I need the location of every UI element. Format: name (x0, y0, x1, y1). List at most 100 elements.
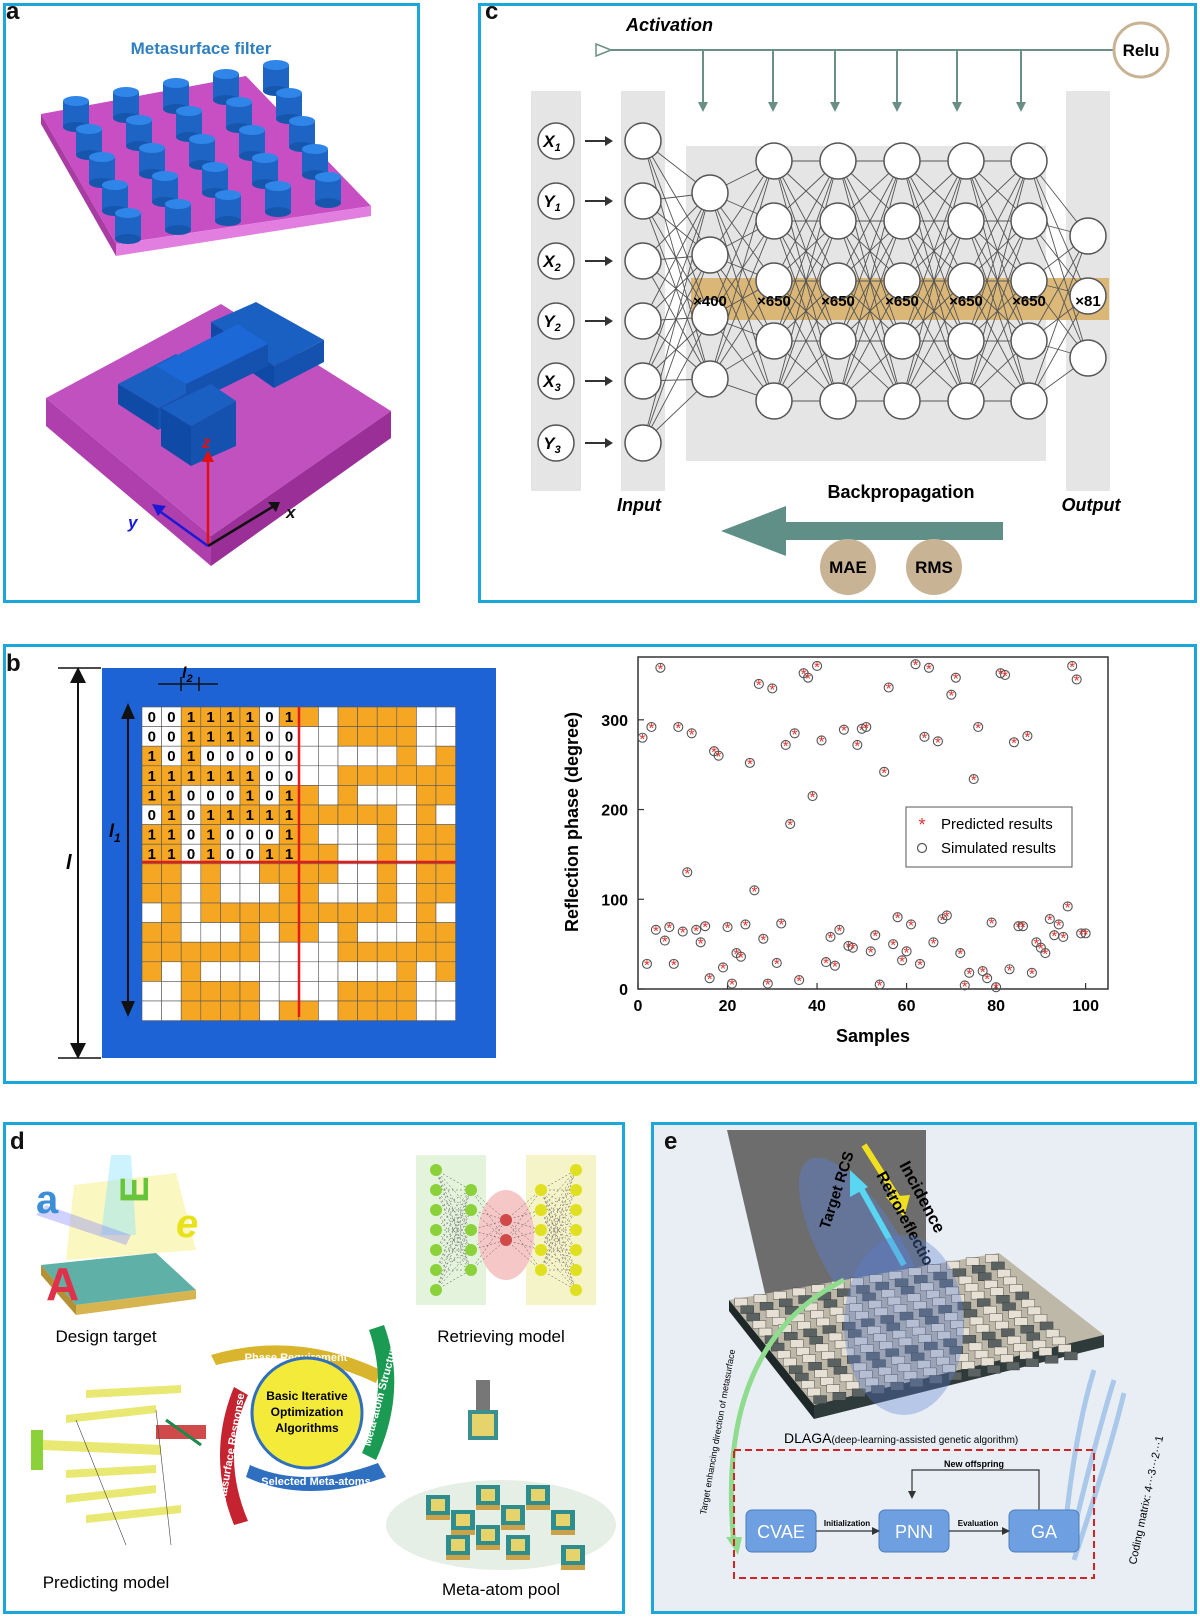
meta-atom-pool-tiles (426, 1485, 585, 1570)
y-axis-label: Reflection phase (degree) (562, 712, 582, 932)
coding-cell (298, 765, 319, 786)
dim-l1-arrow-bottom (121, 1001, 135, 1017)
coding-cell (416, 1000, 437, 1021)
network-edge (901, 160, 967, 402)
predicted-point: * (774, 956, 780, 973)
coding-cell (259, 981, 280, 1002)
meta-atom-tile (501, 1505, 525, 1530)
h-shape-pattern (118, 302, 324, 466)
coding-cell (318, 981, 339, 1002)
coding-cell (435, 824, 456, 845)
simulated-point (637, 732, 648, 743)
simulated-point (1013, 921, 1024, 932)
activation-arrows (698, 50, 1026, 112)
network-edge (642, 192, 711, 444)
unit-cell-front (46, 398, 211, 566)
input-variable-label: X2 (542, 252, 560, 274)
predicted-point: * (881, 765, 887, 782)
coding-cell (220, 922, 241, 943)
metasurface-tile (975, 1324, 990, 1333)
coding-cell (161, 902, 182, 923)
network-node (1069, 277, 1107, 315)
coding-cell (318, 922, 339, 943)
simulated-point (995, 668, 1006, 679)
coding-bit: 1 (265, 846, 273, 863)
predicted-point: * (805, 671, 811, 688)
coding-cell (220, 883, 241, 904)
coding-cell (220, 981, 241, 1002)
metasurface-tile (734, 1297, 748, 1307)
network-node (691, 298, 729, 336)
new-offspring-label: New offspring (944, 1459, 1004, 1469)
coding-bit: 0 (226, 748, 234, 765)
coding-bit: 0 (148, 729, 156, 746)
coding-cell (357, 745, 378, 767)
metasurface-tile (1003, 1276, 1017, 1286)
coding-cell (396, 883, 417, 904)
coding-bit: 1 (148, 846, 156, 863)
coding-bit: 1 (265, 807, 273, 824)
retrieve-net-edge (540, 1169, 577, 1271)
coding-cell (200, 883, 221, 904)
coding-bit: 1 (285, 827, 293, 844)
simulated-point (659, 935, 670, 946)
coding-bit: 1 (285, 846, 293, 863)
metasurface-tile (821, 1351, 836, 1360)
coding-cell (396, 922, 417, 943)
predicted-point: * (908, 917, 914, 934)
network-edge (709, 280, 775, 380)
predicted-point: * (868, 944, 874, 961)
predicting-model-illustration (31, 1385, 206, 1546)
retrieve-net-node (570, 1244, 582, 1256)
simulated-point (780, 739, 791, 750)
incidence-arrow (861, 1143, 902, 1202)
network-edge (642, 316, 711, 444)
legend-simulated: Simulated results (941, 840, 1056, 857)
coding-cell (318, 745, 339, 767)
coding-cell (239, 883, 260, 904)
predicted-point: * (751, 883, 757, 900)
network-node (947, 382, 985, 420)
retrieve-net-node (570, 1224, 582, 1236)
retrieve-net-node (465, 1184, 477, 1196)
predicted-point: * (1056, 917, 1062, 934)
metasurface-left (729, 1300, 814, 1419)
coding-cell (396, 981, 417, 1002)
simulated-point (986, 917, 997, 928)
coding-cell (416, 902, 437, 923)
simulated-point (735, 951, 747, 962)
input-variable-circle (537, 122, 575, 160)
predicted-point: * (1011, 735, 1017, 752)
metasurface-tile (1064, 1351, 1078, 1361)
coding-cell (318, 726, 339, 747)
coding-bit: 1 (206, 729, 214, 746)
network-edge (965, 280, 1030, 402)
retrieve-net-edge (435, 1269, 472, 1291)
coding-cell (376, 981, 398, 1002)
layer-size-4: ×650 (885, 293, 919, 310)
predicted-point: * (944, 908, 950, 925)
metasurface-tile (783, 1357, 797, 1367)
coding-cell (416, 804, 437, 825)
coding-cell (435, 981, 456, 1002)
x-tick-label: 40 (808, 998, 826, 1015)
metasurface-tile (965, 1257, 980, 1266)
metasurface-tile (770, 1342, 785, 1352)
meta-atom-tile (446, 1535, 470, 1560)
predicted-point: * (895, 910, 901, 927)
retrieve-net-node (570, 1264, 582, 1276)
coding-cell (161, 1000, 182, 1021)
predicted-point: * (980, 964, 986, 981)
coding-pattern-bits: 0 0 1 1 1 1 0 10 0 1 1 1 1 0 01 0 1 0 0 0 0 01 1 1 1 1 1 0 01 1 0 0 0 1 0 1… (148, 709, 294, 863)
filter-pillar (302, 144, 328, 180)
coding-bit: 1 (148, 748, 156, 765)
predicted-point: * (971, 772, 977, 789)
coding-cell (161, 922, 182, 943)
predicted-point: * (922, 730, 928, 747)
metasurface-tile (823, 1299, 838, 1308)
metasurface-tile (1051, 1336, 1066, 1346)
layer-size-2: ×650 (757, 293, 791, 310)
arc-selected-meta-atoms (246, 1463, 386, 1491)
coding-bit: 0 (148, 709, 156, 726)
network-node (1010, 262, 1048, 300)
